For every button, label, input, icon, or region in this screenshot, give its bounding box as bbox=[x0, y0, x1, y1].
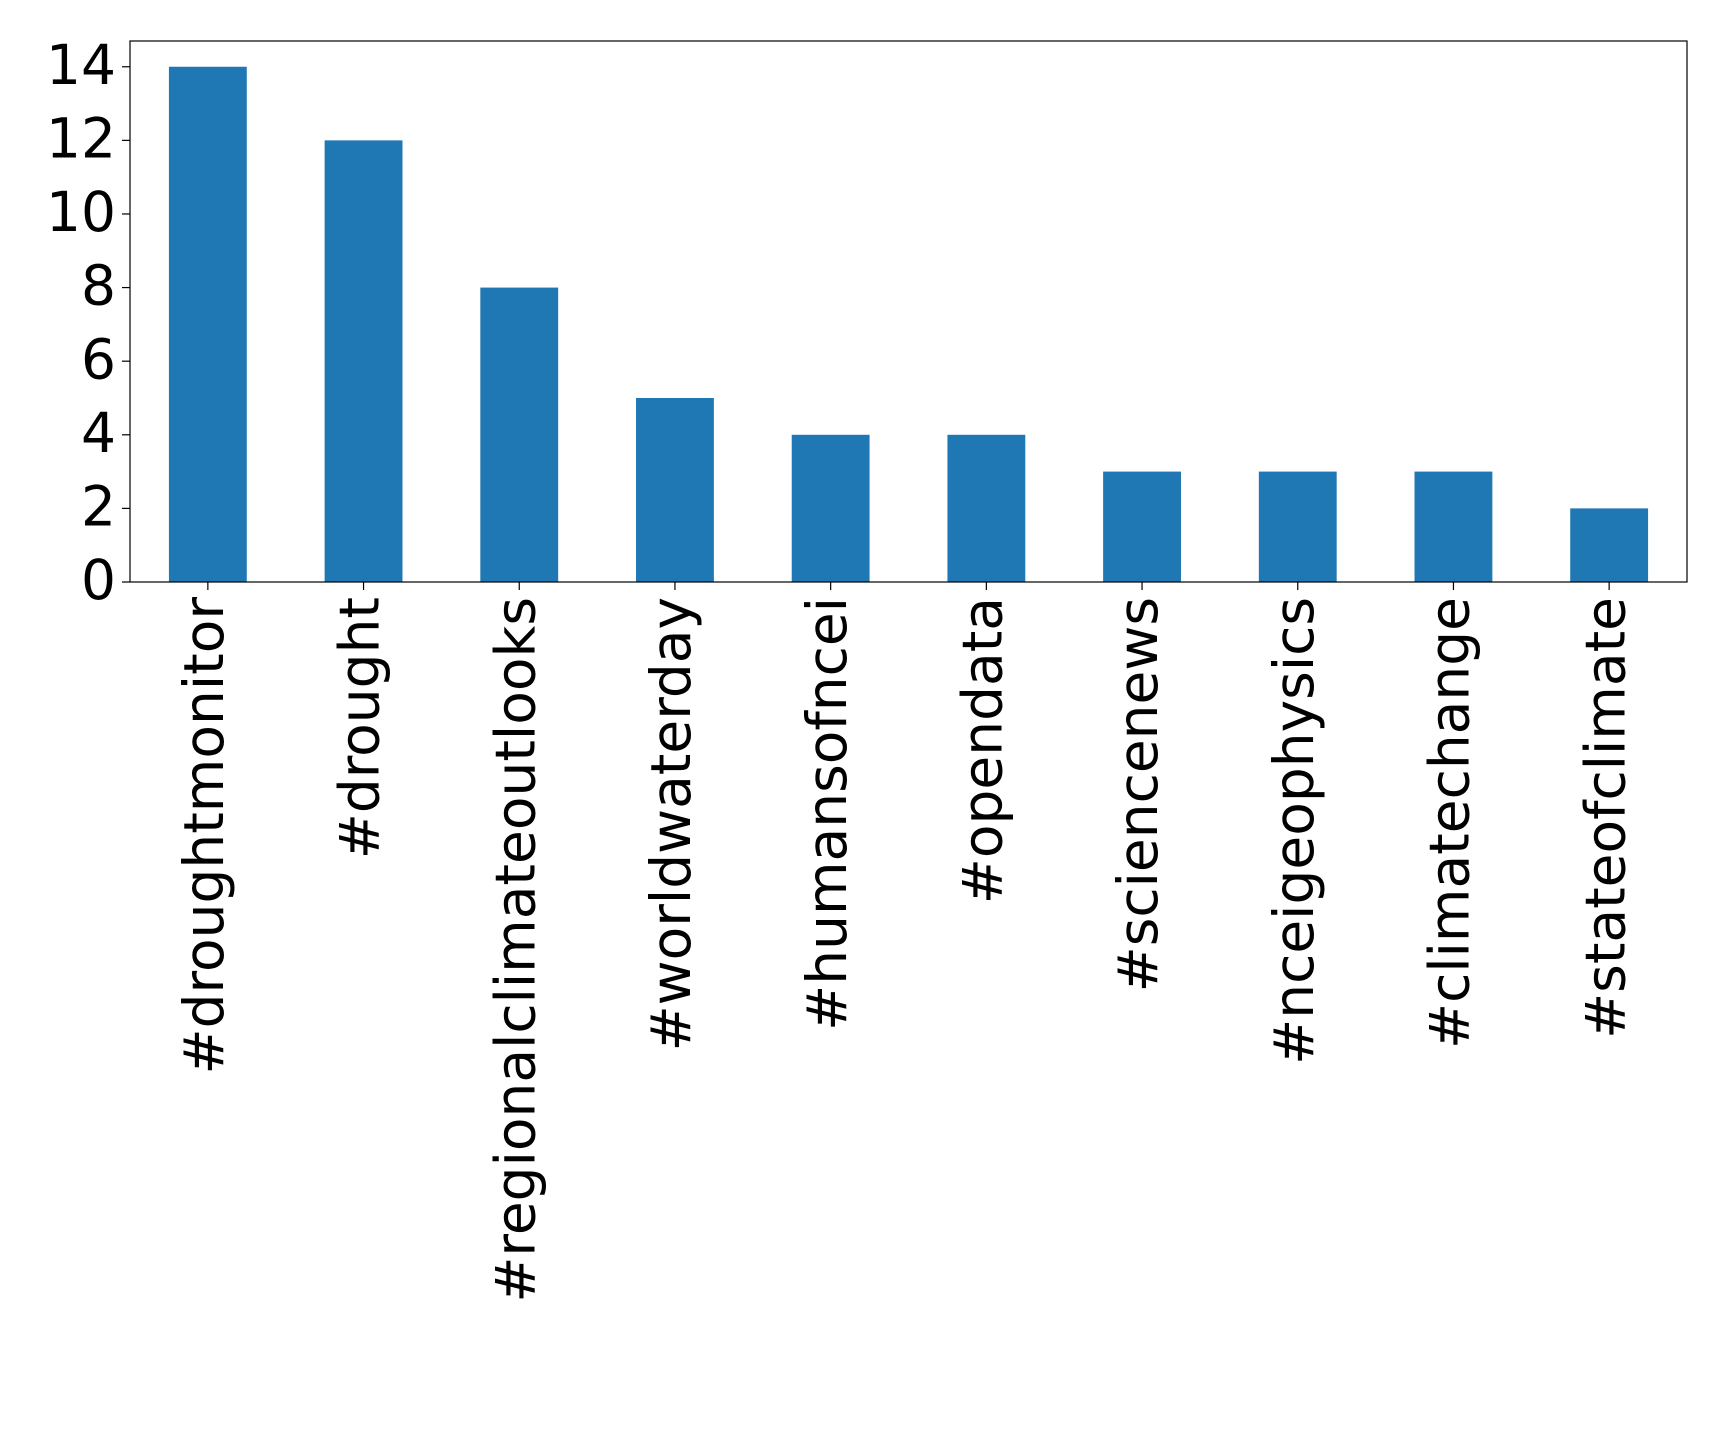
bar bbox=[1103, 471, 1181, 582]
x-tick-label: #sciencenews bbox=[1106, 597, 1170, 992]
y-tick-label: 8 bbox=[81, 254, 116, 318]
x-tick-label: #droughtmonitor bbox=[172, 597, 236, 1075]
bar bbox=[168, 66, 247, 582]
bar bbox=[1570, 508, 1649, 582]
bar bbox=[480, 287, 559, 582]
bar bbox=[636, 397, 714, 582]
plot-frame bbox=[129, 40, 1688, 583]
y-tick-label: 6 bbox=[81, 327, 116, 391]
y-tick-label: 10 bbox=[46, 180, 116, 244]
y-tick-label: 14 bbox=[46, 33, 116, 97]
x-tick-label: #humansofncei bbox=[795, 597, 859, 1031]
x-tick-label: #climatechange bbox=[1418, 597, 1482, 1049]
y-tick-label: 2 bbox=[81, 475, 116, 539]
y-tick-label: 4 bbox=[81, 401, 116, 465]
bar bbox=[947, 434, 1026, 582]
x-tick-label: #regionalclimateoutlooks bbox=[483, 597, 547, 1303]
x-tick-label: #worldwaterday bbox=[639, 597, 703, 1051]
x-tick-label: #opendata bbox=[950, 597, 1014, 904]
y-tick-label: 12 bbox=[46, 107, 116, 171]
bar bbox=[1414, 471, 1493, 582]
x-tick-label: #nceigeophysics bbox=[1262, 597, 1326, 1065]
bar bbox=[791, 434, 870, 582]
x-tick-label: #drought bbox=[328, 597, 392, 859]
bar bbox=[1258, 471, 1337, 582]
y-tick-label: 0 bbox=[81, 548, 116, 612]
x-tick-label: #stateofclimate bbox=[1573, 597, 1637, 1039]
bar bbox=[324, 140, 403, 582]
